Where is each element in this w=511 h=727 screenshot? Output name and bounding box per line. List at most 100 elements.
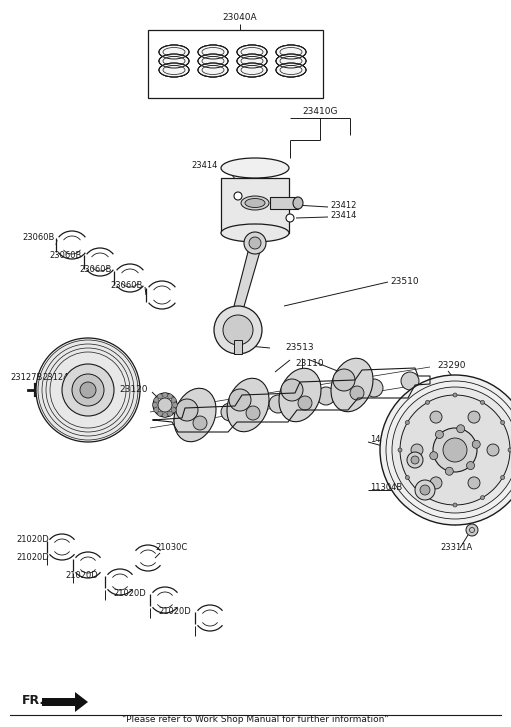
Ellipse shape	[221, 403, 239, 421]
Ellipse shape	[193, 416, 207, 430]
Ellipse shape	[365, 379, 383, 397]
Circle shape	[472, 441, 480, 449]
Circle shape	[468, 477, 480, 489]
Text: 23120: 23120	[120, 385, 148, 395]
Circle shape	[173, 403, 177, 408]
Circle shape	[411, 456, 419, 464]
Ellipse shape	[159, 54, 189, 68]
Circle shape	[426, 401, 430, 404]
Text: 23110: 23110	[296, 358, 324, 368]
Circle shape	[157, 394, 162, 399]
Ellipse shape	[249, 237, 261, 249]
Ellipse shape	[176, 399, 198, 421]
Text: 23060B: 23060B	[22, 233, 55, 243]
Circle shape	[158, 398, 172, 412]
Circle shape	[480, 496, 484, 499]
Text: 21030C: 21030C	[155, 544, 187, 553]
Ellipse shape	[237, 45, 267, 59]
Bar	[234, 340, 242, 354]
Circle shape	[162, 393, 168, 398]
Ellipse shape	[246, 406, 260, 420]
Ellipse shape	[401, 372, 419, 390]
Ellipse shape	[198, 63, 228, 77]
Ellipse shape	[227, 378, 269, 432]
Text: 11304B: 11304B	[370, 483, 402, 492]
Ellipse shape	[159, 63, 189, 77]
Circle shape	[286, 214, 294, 222]
Circle shape	[162, 412, 168, 417]
Bar	[148, 30, 323, 98]
Ellipse shape	[276, 54, 306, 68]
Text: 23412: 23412	[330, 201, 356, 209]
Circle shape	[445, 467, 453, 475]
Circle shape	[457, 425, 464, 433]
Circle shape	[411, 444, 423, 456]
Text: 23060B: 23060B	[50, 251, 82, 260]
Text: FR.: FR.	[22, 694, 45, 707]
Ellipse shape	[241, 196, 269, 210]
Ellipse shape	[221, 158, 289, 178]
Ellipse shape	[281, 379, 303, 401]
Circle shape	[407, 452, 423, 468]
Ellipse shape	[276, 63, 306, 77]
Circle shape	[430, 451, 438, 459]
Circle shape	[400, 395, 510, 505]
Ellipse shape	[276, 45, 306, 59]
Circle shape	[392, 387, 511, 513]
Circle shape	[480, 401, 484, 404]
Circle shape	[501, 420, 505, 425]
Text: 23060B: 23060B	[80, 265, 112, 275]
Text: 23124B: 23124B	[42, 374, 74, 382]
Text: 23513: 23513	[285, 343, 314, 353]
Circle shape	[380, 375, 511, 525]
Polygon shape	[233, 248, 261, 310]
Bar	[221, 178, 289, 233]
Circle shape	[443, 438, 467, 462]
Ellipse shape	[245, 198, 265, 207]
Ellipse shape	[237, 63, 267, 77]
Ellipse shape	[214, 306, 262, 354]
Circle shape	[398, 448, 402, 452]
Circle shape	[80, 382, 96, 398]
Ellipse shape	[331, 358, 373, 411]
Ellipse shape	[298, 396, 312, 410]
Ellipse shape	[293, 197, 303, 209]
Ellipse shape	[198, 54, 228, 68]
Circle shape	[405, 475, 409, 480]
Text: 21020D: 21020D	[65, 571, 98, 579]
Ellipse shape	[350, 386, 364, 400]
Circle shape	[501, 475, 505, 480]
Circle shape	[168, 394, 173, 399]
Circle shape	[487, 444, 499, 456]
Circle shape	[234, 192, 242, 200]
Ellipse shape	[223, 315, 253, 345]
Ellipse shape	[244, 232, 266, 254]
Circle shape	[36, 338, 140, 442]
Text: "Please refer to Work Shop Manual for further information": "Please refer to Work Shop Manual for fu…	[122, 715, 388, 725]
Circle shape	[154, 408, 159, 412]
Circle shape	[153, 393, 177, 417]
Text: 23311A: 23311A	[440, 544, 472, 553]
Text: 21020D: 21020D	[158, 608, 191, 616]
Bar	[270, 197, 298, 209]
Text: 23414: 23414	[330, 211, 356, 220]
Circle shape	[426, 496, 430, 499]
Circle shape	[430, 411, 442, 423]
Circle shape	[508, 448, 511, 452]
Ellipse shape	[159, 45, 189, 59]
Text: 23127B: 23127B	[10, 374, 42, 382]
Circle shape	[171, 408, 176, 412]
Ellipse shape	[174, 411, 192, 429]
Circle shape	[420, 485, 430, 495]
Circle shape	[415, 480, 435, 500]
Text: 21020D: 21020D	[16, 536, 49, 545]
Ellipse shape	[317, 387, 335, 405]
Text: 21020D: 21020D	[113, 590, 146, 598]
Circle shape	[168, 411, 173, 416]
Ellipse shape	[333, 369, 355, 391]
Circle shape	[62, 364, 114, 416]
Ellipse shape	[269, 395, 287, 413]
Circle shape	[405, 420, 409, 425]
Ellipse shape	[229, 389, 251, 411]
Text: 23290: 23290	[437, 361, 466, 369]
